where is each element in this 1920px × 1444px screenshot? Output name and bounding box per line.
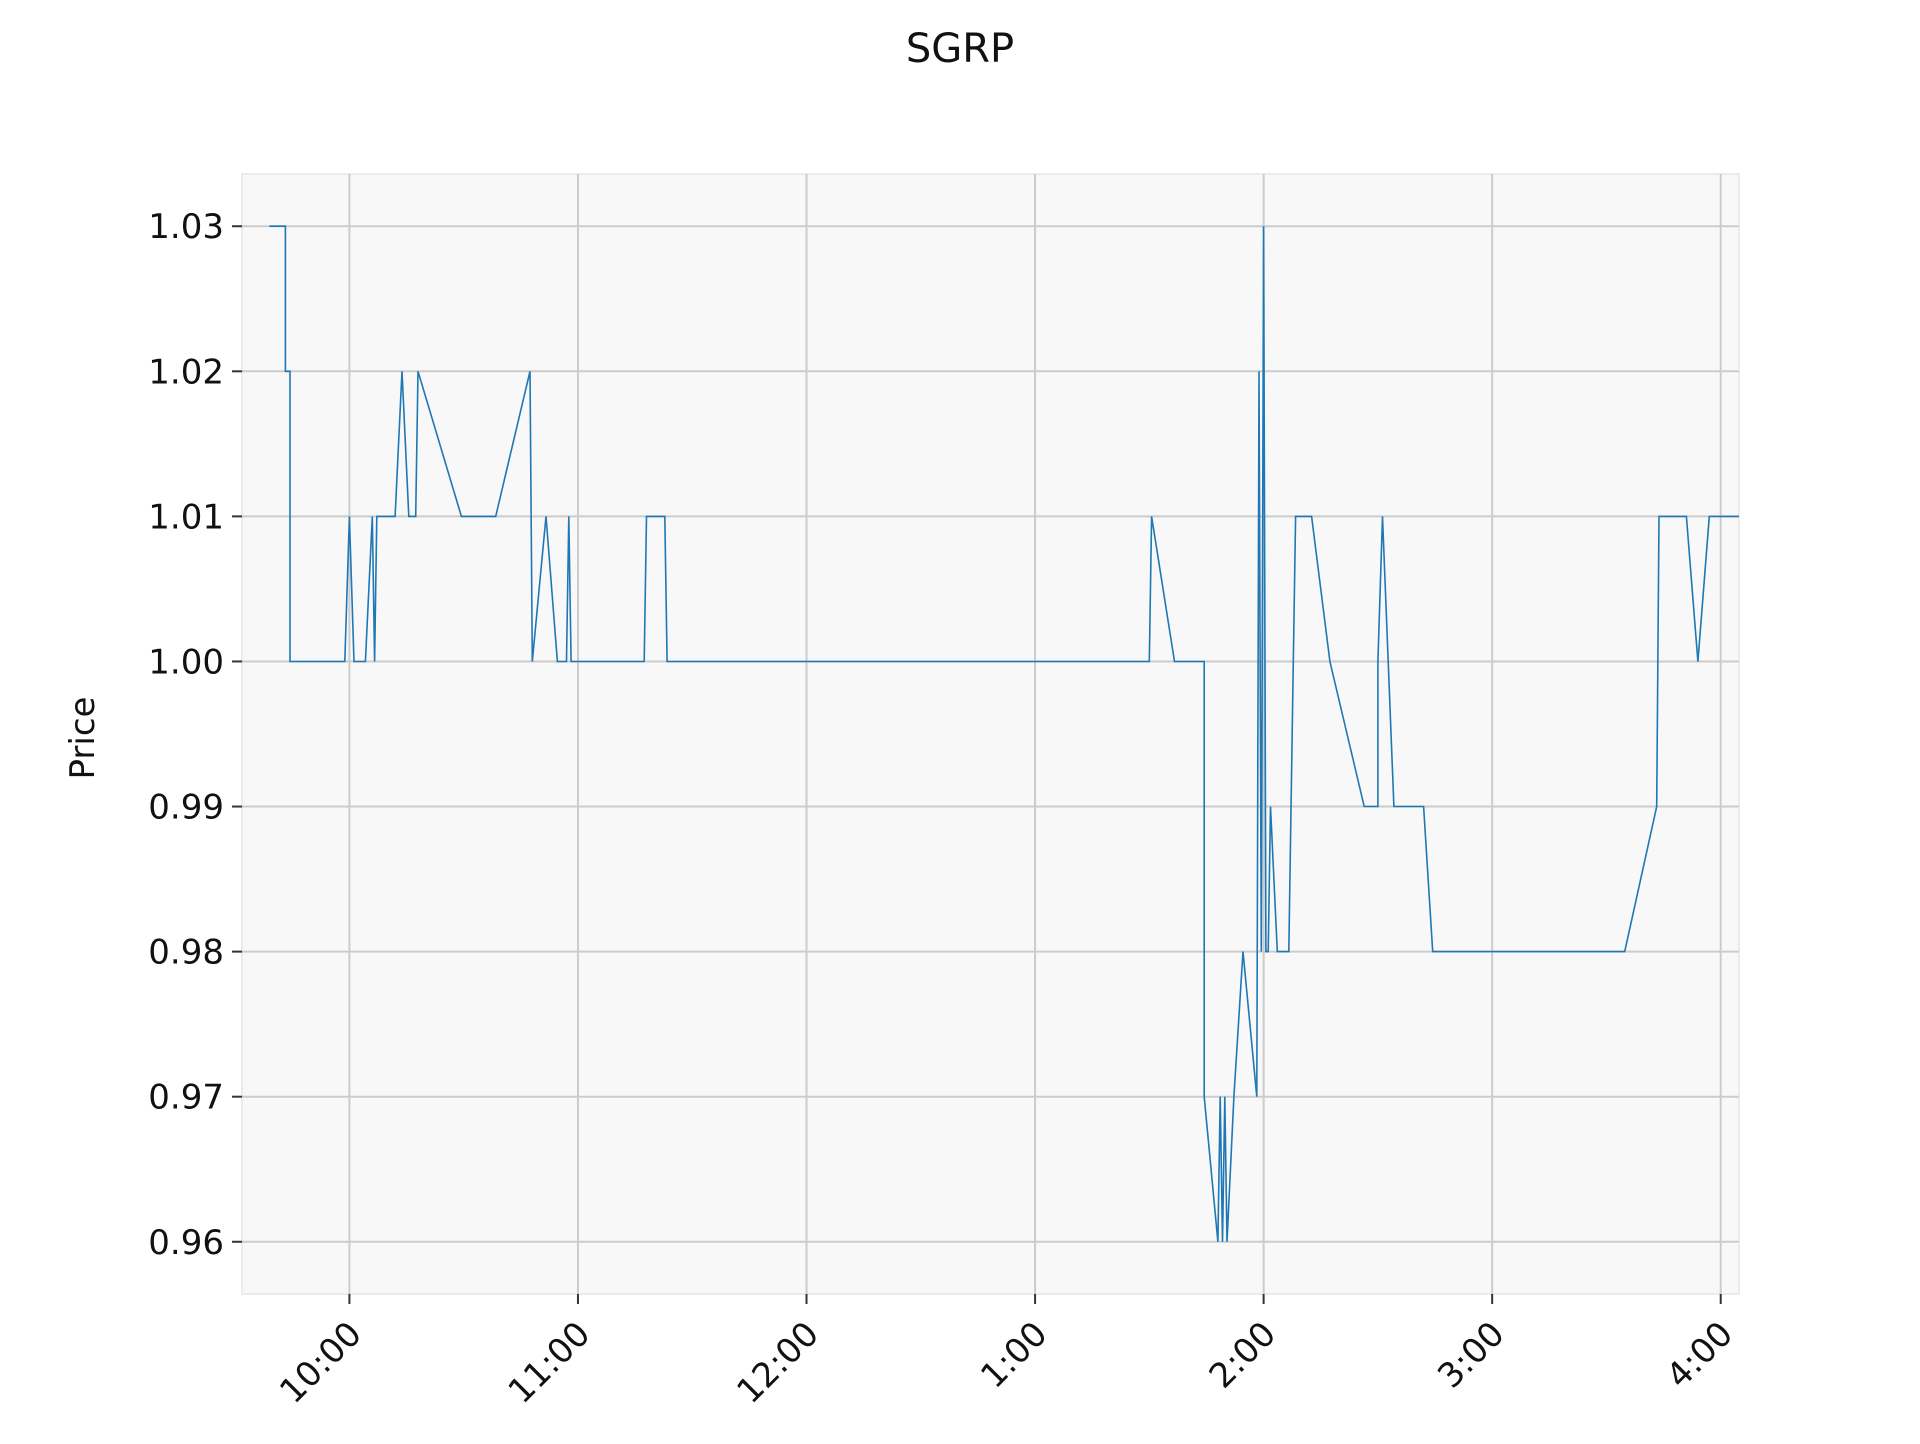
x-tick-label: 11:00 [501,1314,599,1412]
y-tick-label: 1.03 [148,207,224,247]
price-series-line [269,225,1739,1242]
plot-area [241,173,1740,1295]
y-tick-label: 0.98 [148,933,224,973]
x-tick-label: 10:00 [272,1314,370,1412]
y-tick-label: 1.01 [148,497,224,537]
y-tick-label: 0.99 [148,788,224,828]
y-axis-label: Price [63,697,103,780]
y-tick-label: 0.96 [148,1223,224,1263]
x-tick-label: 1:00 [973,1314,1055,1396]
y-tick-label: 1.00 [148,642,224,682]
x-tick-label: 4:00 [1659,1314,1741,1396]
y-tick-label: 1.02 [148,352,224,392]
y-tick-label: 0.97 [148,1078,224,1118]
x-tick-label: 12:00 [729,1314,827,1412]
x-tick-label: 3:00 [1430,1314,1512,1396]
x-tick-label: 2:00 [1202,1314,1284,1396]
series [269,225,1739,1242]
chart-title: SGRP [906,26,1014,72]
